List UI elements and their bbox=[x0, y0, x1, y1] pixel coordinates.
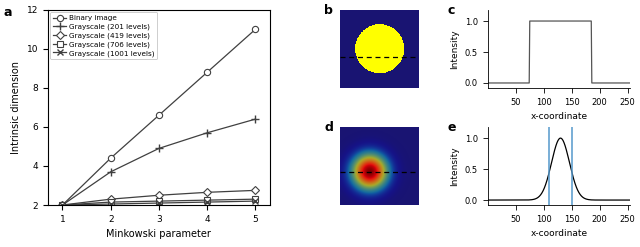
Y-axis label: Intensity: Intensity bbox=[451, 29, 460, 69]
Y-axis label: Intrinsic dimension: Intrinsic dimension bbox=[12, 61, 21, 154]
Text: d: d bbox=[324, 121, 333, 134]
Legend: Binary image, Grayscale (201 levels), Grayscale (419 levels), Grayscale (706 lev: Binary image, Grayscale (201 levels), Gr… bbox=[50, 12, 157, 60]
X-axis label: x-coordinate: x-coordinate bbox=[531, 229, 588, 238]
Text: c: c bbox=[448, 4, 455, 17]
Text: b: b bbox=[324, 4, 333, 17]
Text: e: e bbox=[448, 121, 456, 134]
Y-axis label: Intensity: Intensity bbox=[451, 146, 460, 186]
X-axis label: Minkowski parameter: Minkowski parameter bbox=[106, 229, 211, 239]
Text: a: a bbox=[4, 6, 12, 19]
X-axis label: x-coordinate: x-coordinate bbox=[531, 112, 588, 121]
